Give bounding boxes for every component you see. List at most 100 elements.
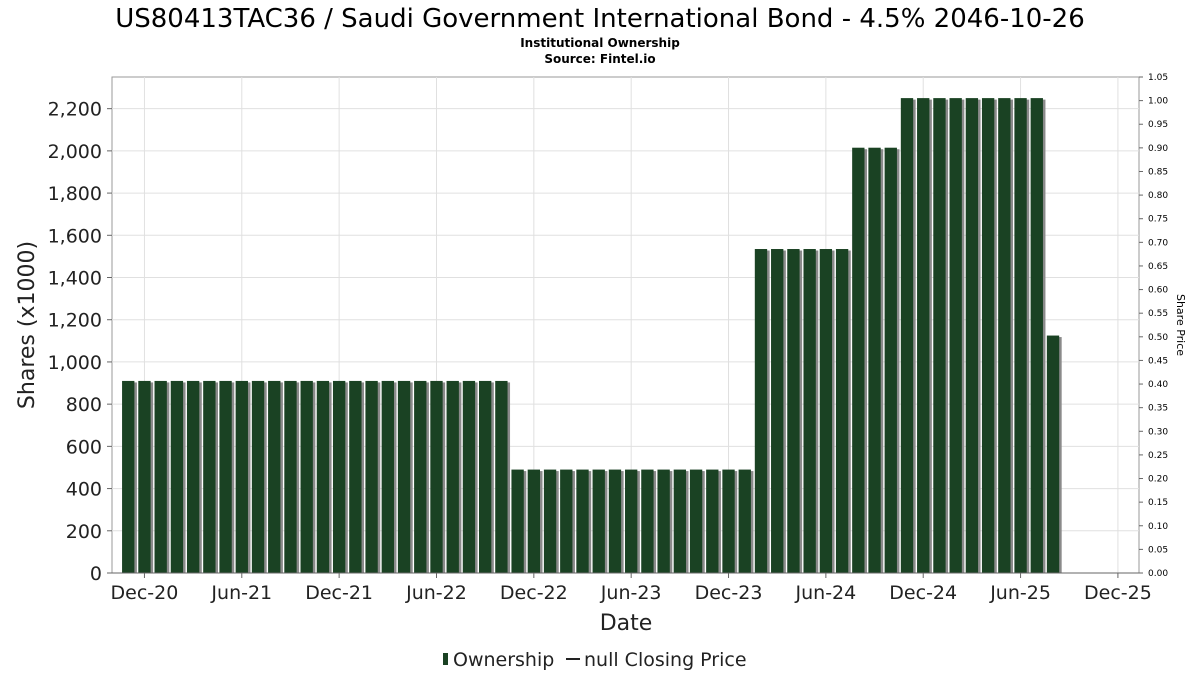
legend: Ownership null Closing Price: [443, 649, 747, 671]
y-tick-label: 400: [66, 479, 102, 501]
y2-tick-label: 0.15: [1148, 498, 1168, 508]
ownership-bar: [576, 469, 589, 573]
y2-tick-label: 0.65: [1148, 262, 1168, 272]
y-tick-label: 600: [66, 436, 102, 458]
y-axis-ticks: 0 200 400 600 800 1,000 1,200 1,400 1,600 1,800 2,…: [48, 99, 112, 585]
ownership-bar: [722, 469, 735, 573]
ownership-bar: [235, 380, 248, 573]
y2-axis-ticks: 0.00 0.05 0.10 0.15 0.20 0.25 0.30 0.35 0.40 0.45…: [1139, 73, 1168, 579]
ownership-bar: [592, 469, 605, 573]
ownership-bar: [608, 469, 622, 573]
x-tick-label: Dec-23: [695, 582, 763, 604]
ownership-bar: [122, 380, 135, 573]
ownership-bar: [186, 380, 200, 573]
ownership-bar: [397, 380, 411, 573]
ownership-bar: [787, 249, 800, 573]
ownership-bar: [170, 380, 184, 573]
ownership-bar: [657, 469, 670, 573]
ownership-bar: [641, 469, 654, 573]
legend-ownership-label: Ownership: [453, 649, 554, 671]
y-tick-label: 800: [66, 394, 102, 416]
y2-tick-label: 0.30: [1148, 427, 1168, 437]
ownership-bar: [852, 147, 865, 573]
y2-tick-label: 0.00: [1148, 569, 1168, 579]
ownership-bars: [122, 98, 1062, 573]
y-tick-label: 200: [66, 521, 102, 543]
ownership-bar: [819, 249, 833, 573]
y2-tick-label: 0.80: [1148, 191, 1168, 201]
ownership-bar: [560, 469, 573, 573]
ownership-bar: [381, 380, 394, 573]
ownership-bar: [154, 380, 167, 573]
x-tick-label: Dec-25: [1084, 582, 1152, 604]
y2-tick-label: 0.50: [1148, 333, 1168, 343]
x-tick-label: Jun-22: [405, 582, 467, 604]
ownership-bar: [462, 380, 476, 573]
x-tick-label: Dec-21: [305, 582, 373, 604]
ownership-bar: [268, 380, 281, 573]
ownership-bar: [771, 249, 784, 573]
ownership-bar: [495, 380, 508, 573]
ownership-bar: [511, 469, 524, 573]
y2-tick-label: 0.55: [1148, 309, 1168, 319]
ownership-bar: [1014, 98, 1027, 573]
ownership-bar: [884, 147, 897, 573]
ownership-bar: [625, 469, 638, 573]
y-tick-label: 1,800: [48, 183, 102, 205]
x-tick-label: Jun-21: [210, 582, 272, 604]
y2-tick-label: 0.45: [1148, 356, 1168, 366]
legend-closing-price-label: null Closing Price: [584, 649, 747, 671]
ownership-bar: [965, 98, 979, 573]
y2-tick-label: 0.70: [1148, 238, 1168, 248]
y-tick-label: 2,200: [48, 99, 102, 121]
x-tick-label: Jun-24: [795, 582, 857, 604]
y-tick-label: 1,200: [48, 310, 102, 332]
ownership-bar: [414, 380, 427, 573]
ownership-bar: [917, 98, 930, 573]
ownership-bar: [543, 469, 557, 573]
y2-tick-label: 0.35: [1148, 404, 1168, 414]
y-tick-label: 1,000: [48, 352, 102, 374]
y2-tick-label: 0.95: [1148, 120, 1168, 130]
ownership-bar: [868, 147, 881, 573]
ownership-bar: [527, 469, 540, 573]
x-axis-ticks: Dec-20 Jun-21 Dec-21 Jun-22 Dec-22 Jun-23 Dec-…: [111, 572, 1152, 604]
y2-axis-label: Share Price: [1174, 294, 1187, 356]
y2-tick-label: 0.20: [1148, 475, 1168, 485]
x-tick-label: Dec-22: [500, 582, 568, 604]
y2-tick-label: 1.05: [1148, 73, 1168, 83]
ownership-bar: [219, 380, 232, 573]
ownership-bar: [706, 469, 719, 573]
ownership-bar: [949, 98, 962, 573]
x-axis-label: Date: [600, 611, 653, 636]
ownership-bar: [446, 380, 459, 573]
x-tick-label: Jun-23: [600, 582, 662, 604]
ownership-bar: [738, 469, 751, 573]
ownership-bar: [981, 98, 995, 573]
ownership-bar: [835, 249, 849, 573]
legend-ownership-swatch: [443, 653, 448, 665]
ownership-bar: [689, 469, 703, 573]
y2-tick-label: 0.85: [1148, 167, 1168, 177]
y-axis-label: Shares (x1000): [15, 241, 40, 409]
ownership-bar: [478, 380, 492, 573]
chart-subtitle-ownership: Institutional Ownership: [520, 36, 680, 50]
ownership-bar: [1046, 335, 1060, 573]
ownership-bar: [203, 380, 216, 573]
ownership-bar: [754, 249, 768, 573]
ownership-bar: [430, 380, 443, 573]
chart-title: US80413TAC36 / Saudi Government Internat…: [115, 4, 1085, 34]
y2-tick-label: 0.40: [1148, 380, 1168, 390]
y-tick-label: 1,600: [48, 225, 102, 247]
ownership-bar: [316, 380, 330, 573]
ownership-bar: [284, 380, 297, 573]
y-tick-label: 2,000: [48, 141, 102, 163]
ownership-bar: [138, 380, 151, 573]
ownership-bar: [803, 249, 816, 573]
ownership-bar: [365, 380, 378, 573]
y2-tick-label: 0.60: [1148, 286, 1168, 296]
ownership-bar: [251, 380, 265, 573]
ownership-bar: [1030, 98, 1043, 573]
y2-tick-label: 0.25: [1148, 451, 1168, 461]
